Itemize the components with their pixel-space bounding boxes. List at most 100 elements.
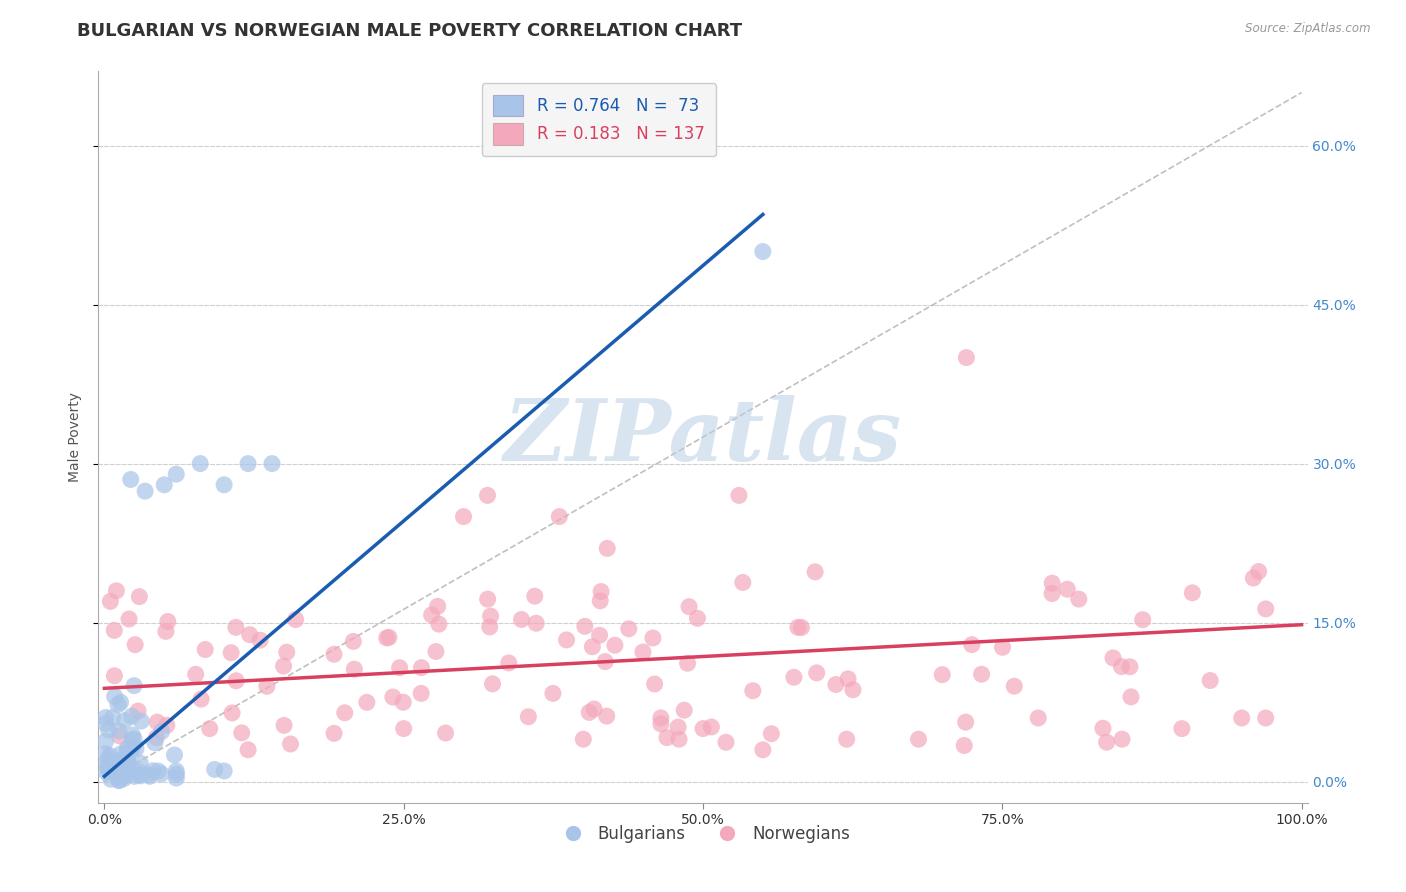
Point [188, 457, 211, 471]
Point [184, 667, 207, 681]
Point [101, 763, 124, 777]
Point [388, 661, 411, 675]
Point [478, 620, 501, 634]
Point [163, 747, 186, 762]
Point [524, 616, 547, 631]
Y-axis label: Male Poverty: Male Poverty [69, 392, 83, 482]
Point [1111, 732, 1133, 747]
Point [284, 613, 307, 627]
Point [323, 647, 346, 661]
Point [128, 590, 150, 604]
Point [700, 720, 723, 734]
Point [212, 764, 235, 778]
Point [139, 769, 162, 783]
Point [596, 541, 619, 556]
Point [641, 631, 664, 645]
Point [94, 716, 117, 731]
Point [121, 728, 143, 742]
Point [955, 715, 977, 730]
Point [98, 748, 121, 763]
Text: BULGARIAN VS NORWEGIAN MALE POVERTY CORRELATION CHART: BULGARIAN VS NORWEGIAN MALE POVERTY CORR… [77, 22, 742, 40]
Point [114, 714, 136, 728]
Point [837, 672, 859, 686]
Point [686, 611, 709, 625]
Point [145, 731, 167, 745]
Point [378, 630, 401, 644]
Point [156, 615, 179, 629]
Point [603, 638, 626, 652]
Point [1132, 613, 1154, 627]
Point [101, 755, 124, 769]
Point [673, 703, 696, 717]
Point [138, 768, 160, 782]
Point [146, 715, 169, 730]
Point [108, 729, 131, 743]
Point [94, 734, 117, 748]
Point [124, 769, 146, 783]
Point [991, 640, 1014, 655]
Point [118, 612, 141, 626]
Point [121, 740, 143, 755]
Point [955, 351, 977, 365]
Point [806, 665, 828, 680]
Point [221, 706, 243, 720]
Point [219, 646, 242, 660]
Point [96, 765, 118, 780]
Point [111, 752, 134, 766]
Point [150, 767, 173, 781]
Point [1230, 711, 1253, 725]
Point [121, 732, 143, 747]
Point [1254, 602, 1277, 616]
Point [107, 756, 129, 770]
Point [411, 661, 433, 675]
Point [1026, 711, 1049, 725]
Point [1002, 679, 1025, 693]
Point [510, 613, 533, 627]
Point [752, 743, 775, 757]
Point [110, 695, 132, 709]
Point [120, 743, 142, 757]
Point [112, 772, 135, 786]
Point [94, 747, 117, 761]
Point [97, 723, 120, 738]
Point [124, 638, 146, 652]
Point [1241, 571, 1264, 585]
Point [375, 631, 398, 645]
Point [574, 619, 596, 633]
Point [120, 473, 142, 487]
Point [842, 682, 865, 697]
Point [548, 509, 571, 524]
Point [107, 698, 129, 712]
Point [108, 773, 131, 788]
Legend: Bulgarians, Norwegians: Bulgarians, Norwegians [550, 818, 856, 849]
Point [112, 769, 135, 783]
Point [477, 488, 499, 502]
Point [143, 736, 166, 750]
Point [434, 726, 457, 740]
Point [835, 732, 858, 747]
Point [1102, 651, 1125, 665]
Point [122, 679, 145, 693]
Point [392, 695, 415, 709]
Point [125, 741, 148, 756]
Point [190, 692, 212, 706]
Point [103, 624, 125, 638]
Point [323, 726, 346, 740]
Point [204, 763, 226, 777]
Point [617, 622, 640, 636]
Point [692, 722, 714, 736]
Point [1111, 659, 1133, 673]
Point [212, 477, 235, 491]
Point [118, 756, 141, 771]
Point [231, 726, 253, 740]
Point [1119, 660, 1142, 674]
Point [150, 724, 173, 739]
Point [1091, 721, 1114, 735]
Point [479, 609, 502, 624]
Point [276, 645, 298, 659]
Point [165, 764, 187, 778]
Point [107, 771, 129, 785]
Text: Source: ZipAtlas.com: Source: ZipAtlas.com [1246, 22, 1371, 36]
Point [129, 769, 152, 783]
Point [676, 657, 699, 671]
